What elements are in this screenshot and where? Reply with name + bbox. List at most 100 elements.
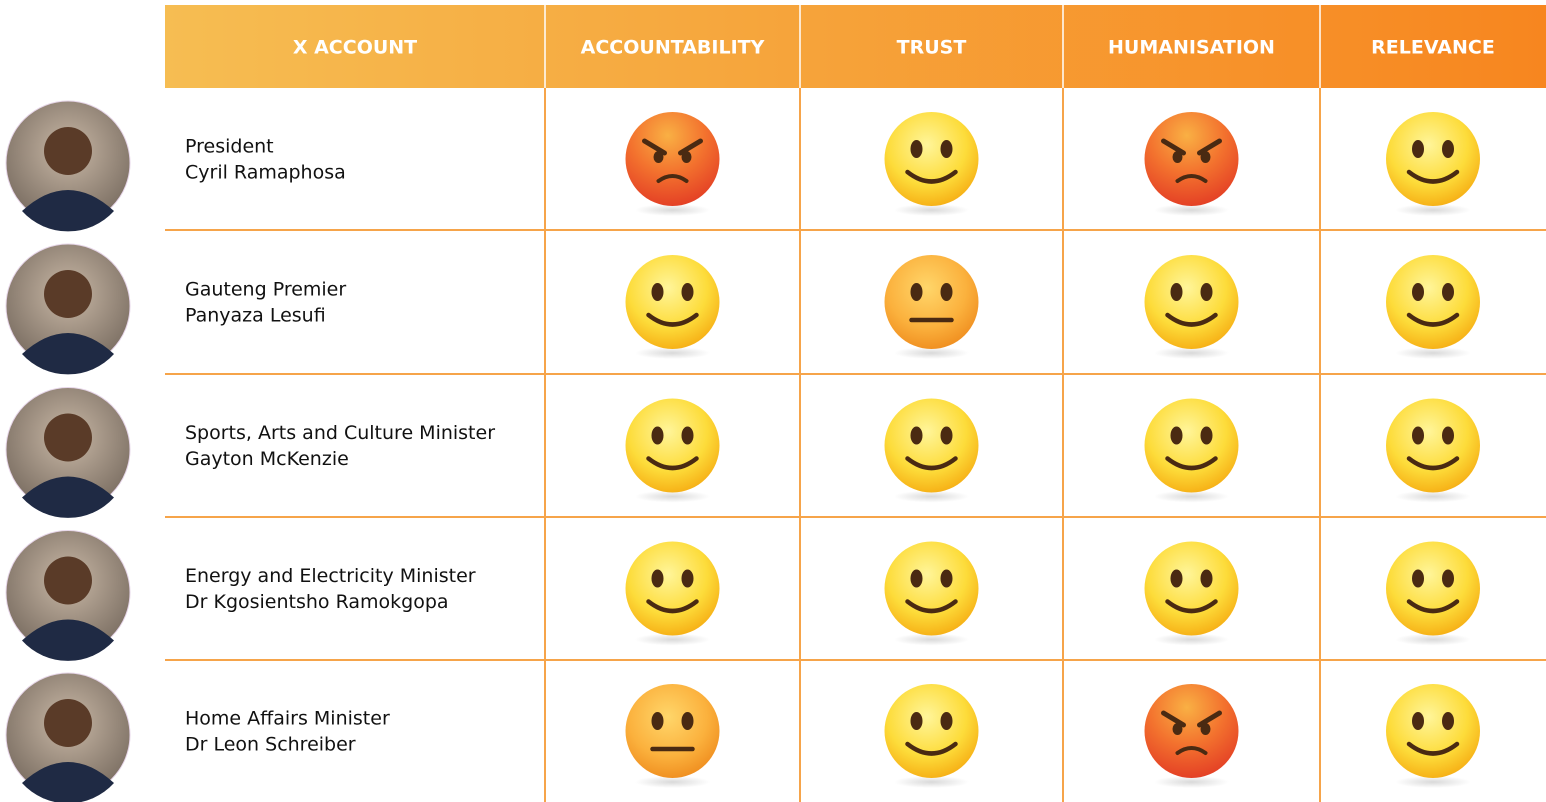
emoji-brow (1161, 710, 1186, 728)
emoji-eye (1412, 283, 1424, 301)
rating-emoji (625, 112, 720, 216)
emoji-eye (1412, 426, 1424, 445)
emoji-eye (1200, 569, 1213, 588)
emoji-shadow (1395, 633, 1471, 646)
photo-head (44, 127, 92, 175)
rating-emoji (1386, 684, 1480, 788)
emoji-mouth (905, 169, 958, 184)
column-header: X ACCOUNT (293, 37, 417, 59)
emoji-face (625, 255, 720, 349)
column-header: ACCOUNTABILITY (581, 37, 765, 59)
rating-emoji (625, 398, 720, 503)
emoji-eye (1172, 723, 1183, 735)
rating-emoji (625, 684, 720, 788)
emoji-eye (1412, 140, 1424, 158)
photo-body (22, 619, 114, 661)
emoji-mouth (905, 599, 958, 614)
table-row: Home Affairs Minister Dr Leon Schreiber (5, 672, 1480, 802)
emoji-eye (681, 283, 694, 301)
emoji-mouth (905, 456, 958, 471)
emoji-face (625, 112, 720, 206)
emoji-face (884, 398, 979, 493)
emoji-eye (651, 283, 664, 301)
emoji-eye (651, 569, 664, 588)
emoji-eye (940, 569, 953, 588)
photo-body (22, 762, 114, 802)
emoji-face (884, 112, 979, 206)
table-row: Energy and Electricity Minister Dr Kgosie… (5, 530, 1480, 661)
emoji-mouth (656, 174, 689, 183)
rating-emoji (884, 398, 979, 503)
emoji-brow (1161, 138, 1186, 156)
emoji-shadow (1395, 347, 1471, 359)
emoji-face (1386, 255, 1480, 349)
emoji-eye (1172, 151, 1183, 163)
emoji-eye (681, 426, 694, 445)
emoji-eye (910, 712, 923, 730)
emoji-eye (653, 151, 664, 163)
emoji-eye (940, 140, 953, 158)
rating-emoji (1144, 398, 1239, 503)
emoji-eye (1170, 569, 1183, 588)
emoji-face (625, 398, 720, 493)
photo-head (44, 270, 92, 318)
emoji-mouth (646, 312, 699, 327)
emoji-eye (681, 569, 694, 588)
account-name: Gayton McKenzie (185, 448, 349, 470)
photo-body (22, 190, 114, 232)
emoji-shadow (893, 347, 970, 359)
rating-emoji (1144, 684, 1239, 788)
emoji-shadow (634, 633, 711, 646)
emoji-eye (651, 712, 664, 730)
emoji-eye (910, 140, 923, 158)
rating-emoji (884, 684, 979, 788)
emoji-mouth (1165, 599, 1218, 614)
rating-emoji (1144, 541, 1239, 646)
emoji-shadow (893, 633, 970, 646)
emoji-eye (1412, 569, 1424, 588)
emoji-face (1386, 684, 1480, 778)
emoji-face (1386, 398, 1480, 493)
account-title: Energy and Electricity Minister (185, 565, 476, 587)
account-title: Home Affairs Minister (185, 708, 390, 730)
column-header: TRUST (897, 37, 967, 59)
emoji-eye (1442, 426, 1454, 445)
rating-emoji (884, 112, 979, 216)
emoji-face (1144, 684, 1239, 778)
emoji-brow (642, 138, 667, 156)
emoji-eye (940, 283, 953, 301)
emoji-mouth (1165, 312, 1218, 327)
emoji-mouth (1165, 456, 1218, 471)
emoji-mouth (1406, 169, 1460, 184)
emoji-shadow (893, 204, 970, 216)
emoji-shadow (1395, 776, 1471, 788)
rating-emoji (625, 255, 720, 359)
emoji-shadow (1395, 204, 1471, 216)
emoji-brow (678, 138, 703, 156)
emoji-mouth (1406, 456, 1460, 471)
account-title: President (185, 136, 274, 158)
emoji-mouth (1406, 312, 1460, 327)
header-bar (165, 5, 1546, 88)
emoji-shadow (1395, 490, 1471, 503)
emoji-face (884, 541, 979, 636)
photo-head (44, 556, 92, 605)
emoji-eye (1442, 569, 1454, 588)
account-title: Sports, Arts and Culture Minister (185, 422, 495, 444)
table-row: Gauteng Premier Panyaza Lesufi (5, 243, 1480, 375)
emoji-eye (1442, 140, 1454, 158)
emoji-mouth (646, 599, 699, 614)
emoji-shadow (893, 776, 970, 788)
emoji-mouth (1175, 174, 1208, 183)
photo-head (44, 699, 92, 747)
photo-head (44, 413, 92, 462)
emoji-face (625, 684, 720, 778)
rating-emoji (884, 255, 979, 359)
emoji-eye (910, 283, 923, 301)
emoji-mouth (1175, 746, 1208, 755)
emoji-eye (1200, 283, 1213, 301)
emoji-eye (1200, 426, 1213, 445)
rating-emoji (1386, 398, 1480, 503)
